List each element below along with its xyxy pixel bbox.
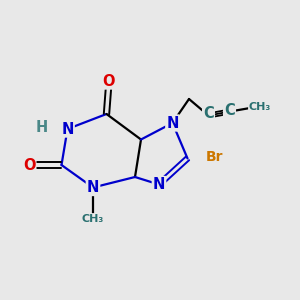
Text: Br: Br xyxy=(206,150,223,164)
Text: N: N xyxy=(61,122,74,136)
Text: C: C xyxy=(203,106,214,122)
Text: N: N xyxy=(87,180,99,195)
Text: C: C xyxy=(224,103,235,118)
Text: N: N xyxy=(153,177,165,192)
Text: O: O xyxy=(103,74,115,88)
Text: N: N xyxy=(166,116,179,130)
Text: H: H xyxy=(36,120,48,135)
Text: O: O xyxy=(23,158,35,172)
Text: CH₃: CH₃ xyxy=(249,102,271,112)
Text: CH₃: CH₃ xyxy=(82,214,104,224)
